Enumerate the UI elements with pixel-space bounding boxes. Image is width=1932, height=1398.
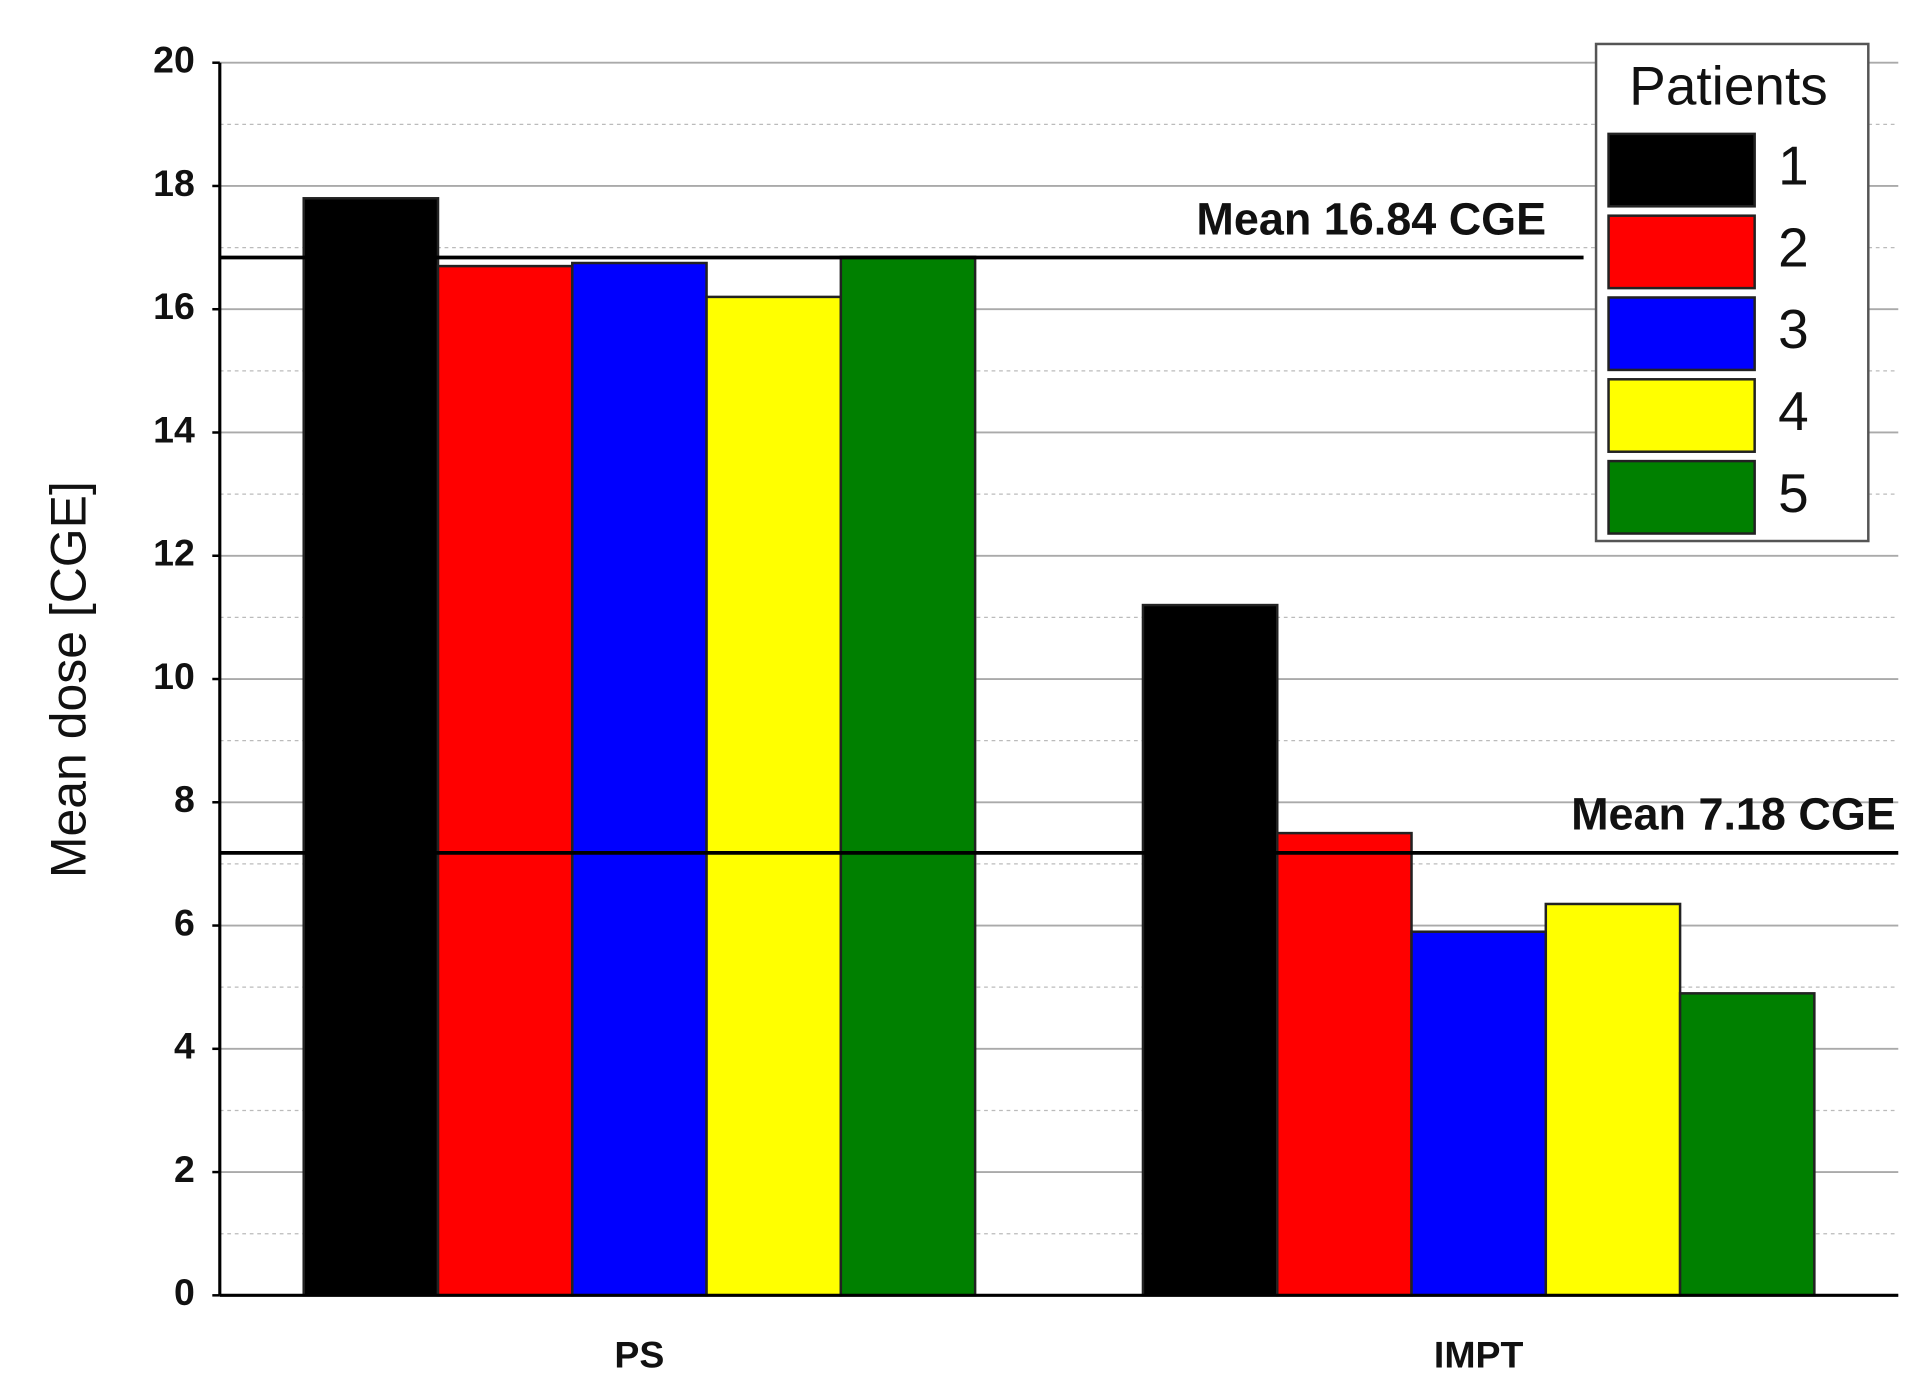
bar [1275,831,1413,1297]
mean-annotation: Mean 16.84 CGE [1196,193,1546,244]
bar [436,264,574,1297]
legend-swatch [1607,459,1756,535]
y-tick-label: 2 [174,1148,195,1190]
mean-annotation: Mean 7.18 CGE [1571,789,1896,840]
legend-box [1594,42,1870,543]
bar [705,295,843,1297]
legend-swatch [1607,296,1756,372]
legend-swatch [1607,214,1756,290]
y-tick-label: 0 [174,1271,195,1313]
bar [1678,992,1816,1297]
y-tick-label: 4 [174,1025,195,1067]
y-tick-label: 14 [153,408,195,450]
y-tick-label: 20 [153,39,195,81]
x-tick-label: PS [614,1334,664,1376]
bar [1410,930,1548,1297]
legend-label: 1 [1778,135,1809,197]
bar [302,197,440,1297]
legend-label: 4 [1778,380,1809,442]
y-tick-label: 18 [153,162,195,204]
legend-label: 2 [1778,216,1809,278]
y-tick-label: 12 [153,532,195,574]
y-tick-label: 6 [174,901,195,943]
legend-swatch [1607,132,1756,208]
legend-label: 5 [1778,462,1809,524]
bar [571,261,708,1297]
legend-label: 3 [1778,298,1809,360]
y-tick-label: 8 [174,778,195,820]
y-axis-label: Mean dose [CGE] [41,481,97,878]
bar [1544,902,1682,1297]
bar [1141,603,1279,1297]
legend-title: Patients [1629,55,1828,117]
y-tick-label: 16 [153,285,195,327]
legend-swatch [1607,378,1756,453]
y-tick-label: 10 [153,655,195,697]
bar [839,255,977,1297]
x-tick-label: IMPT [1434,1334,1524,1376]
